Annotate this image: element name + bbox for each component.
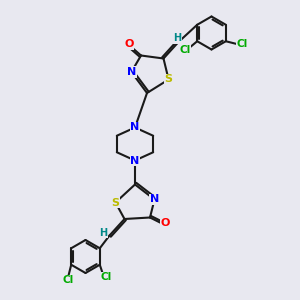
Text: O: O xyxy=(160,218,170,229)
Text: H: H xyxy=(99,227,108,238)
Text: S: S xyxy=(112,197,119,208)
Text: Cl: Cl xyxy=(180,45,191,55)
Text: Cl: Cl xyxy=(237,39,248,49)
Text: Cl: Cl xyxy=(100,272,111,282)
Text: Cl: Cl xyxy=(63,275,74,285)
Text: N: N xyxy=(127,67,136,77)
Text: O: O xyxy=(124,39,134,50)
Text: N: N xyxy=(150,194,159,205)
Text: H: H xyxy=(173,33,181,43)
Text: S: S xyxy=(165,74,172,85)
Text: N: N xyxy=(130,155,140,166)
Text: N: N xyxy=(130,122,140,133)
